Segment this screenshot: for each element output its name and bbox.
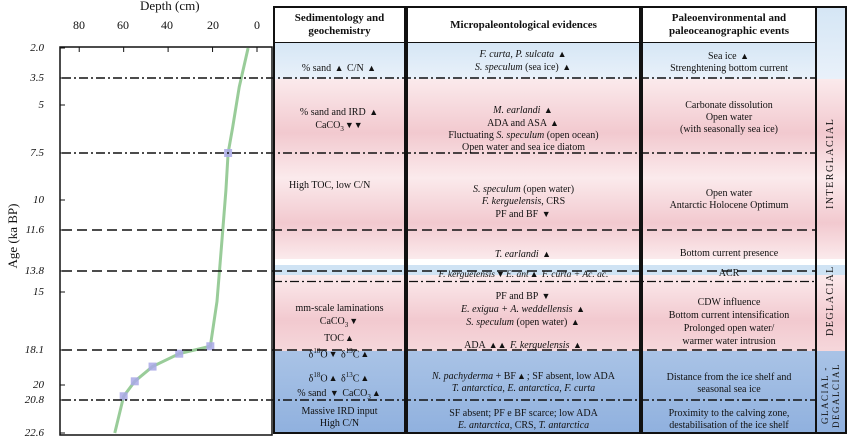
paleo-row-4: Bottom current presence (679, 248, 779, 259)
band-blue-glacial (275, 351, 404, 432)
band-blue-acr (408, 265, 639, 275)
sed-row-3: High TOC, low C/N (289, 180, 371, 191)
paleo-row-6: CDW influence Bottom current intensificat… (668, 297, 790, 347)
y-tick: 2.0 (30, 42, 44, 54)
sed-row-1: % sand ▲ C/N ▲ (301, 63, 377, 74)
band-blue-acr (643, 265, 815, 275)
y-tick: 18.1 (24, 344, 44, 356)
band-blue-light (408, 42, 639, 79)
sed-row-6: Massive IRD input High C/N (301, 406, 378, 429)
y-tick: 20.8 (24, 394, 44, 406)
age-control-point (224, 149, 233, 157)
band-blue-acr (817, 265, 845, 275)
y-tick: 10 (33, 194, 44, 206)
age-control-point (206, 342, 215, 351)
sed-row-4: mm-scale laminations CaCO3▼ TOC▲ δ18O▼ δ… (295, 303, 384, 361)
y-tick: 22.6 (24, 427, 44, 439)
micro-row-8: SF absent; PF e BF scarce; low ADA E. an… (449, 408, 598, 431)
micro-row-5: F. kerguelensis▼E. ant▲ F. curta + Ac. a… (438, 269, 609, 280)
paleo-row-3: Open water Antarctic Holocene Optimum (669, 188, 789, 211)
sed-row-2: % sand and IRD ▲ CaCO3▼▼ (299, 107, 379, 133)
micro-row-2: M. earlandi ▲ ADA and ASA ▲ Fluctuating … (448, 105, 599, 153)
x-tick: 40 (161, 18, 173, 32)
y-tick: 15 (33, 286, 44, 298)
y-tick: 5 (38, 99, 45, 111)
band-blue-acr (275, 265, 404, 275)
x-tick: 80 (73, 18, 85, 32)
age-control-point (119, 392, 128, 401)
micro-row-1: F. curta, P. sulcata ▲ S. speculum (sea … (474, 49, 572, 73)
y-tick: 7.5 (30, 147, 44, 159)
paleo-row-2: Carbonate dissolution Open water (with sea… (679, 100, 779, 135)
y-tick: 3.5 (30, 72, 44, 84)
band-blue-light (817, 8, 845, 79)
band-pink (817, 79, 845, 259)
y-tick: 11.6 (25, 224, 44, 236)
micro-row-6: PF and BP ▼ E. exigua + A. weddellensis … (461, 291, 585, 351)
micro-header: Micropaleontological evidences (408, 8, 639, 43)
band-blue-light (275, 42, 404, 79)
glacial-label: GLACIAL - DEGALCIAL (820, 363, 841, 428)
y-tick: 20 (33, 379, 44, 391)
micro-row-4: T. earlandi ▲ (494, 249, 552, 260)
deglacial-label: DEGLACIAL (825, 265, 836, 337)
sed-header: Sedimentology and geochemistry (275, 8, 404, 43)
plot-frame (59, 46, 273, 436)
sedimentology-panel: Sedimentology and geochemistry % sand ▲ … (273, 6, 406, 434)
x-tick: 20 (207, 18, 219, 32)
x-tick: 60 (117, 18, 129, 32)
y-tick: 13.8 (24, 265, 44, 277)
band-pink-deglacial (408, 275, 639, 351)
interglacial-label: INTERGLACIAL (825, 117, 836, 209)
band-blue-light (643, 42, 815, 79)
paleo-row-7: Distance from the ice shelf and seasonal … (666, 372, 792, 395)
micro-row-3: S. speculum (open water) F. kerguelensis… (472, 184, 575, 220)
micro-row-7: N. pachyderma + BF▲; SF absent, low ADA … (432, 371, 615, 394)
age-axis-label: Age (ka BP) (5, 203, 20, 269)
period-sidebar: INTERGLACIAL DEGLACIAL GLACIAL - DEGALCI… (817, 6, 847, 434)
band-pink-deglacial (817, 275, 845, 351)
age-depth-line (113, 47, 250, 434)
band-pink (275, 79, 404, 259)
age-control-point (130, 377, 139, 386)
paleo-row-1: Sea ice ▲ Strenghtening bottom current (670, 51, 788, 74)
age-control-point (175, 349, 184, 358)
band-pink (408, 79, 639, 259)
band-pink-deglacial (275, 275, 404, 351)
paleo-row-5: ACR (718, 268, 740, 279)
band-blue-glacial (643, 351, 815, 432)
band-pink-deglacial (643, 275, 815, 351)
micropaleontology-panel: Micropaleontological evidences F. curta,… (406, 6, 641, 434)
sed-row-5: δ18O▲ δ13C▲ % sand ▼ CaCO3▲ (297, 371, 381, 402)
band-pink (643, 79, 815, 259)
paleo-row-8: Proximity to the calving zone, destabilis… (668, 408, 790, 431)
paleoenvironment-panel: Paleoenvironmental and paleoceanographic… (641, 6, 817, 434)
depth-axis-label: Depth (cm) (140, 0, 200, 13)
paleo-header: Paleoenvironmental and paleoceanographic… (643, 8, 815, 43)
x-tick: 0 (254, 18, 260, 32)
age-depth-plot (59, 46, 273, 436)
band-blue-glacial (408, 351, 639, 432)
band-blue-glacial (817, 351, 845, 432)
age-control-point (148, 362, 157, 371)
